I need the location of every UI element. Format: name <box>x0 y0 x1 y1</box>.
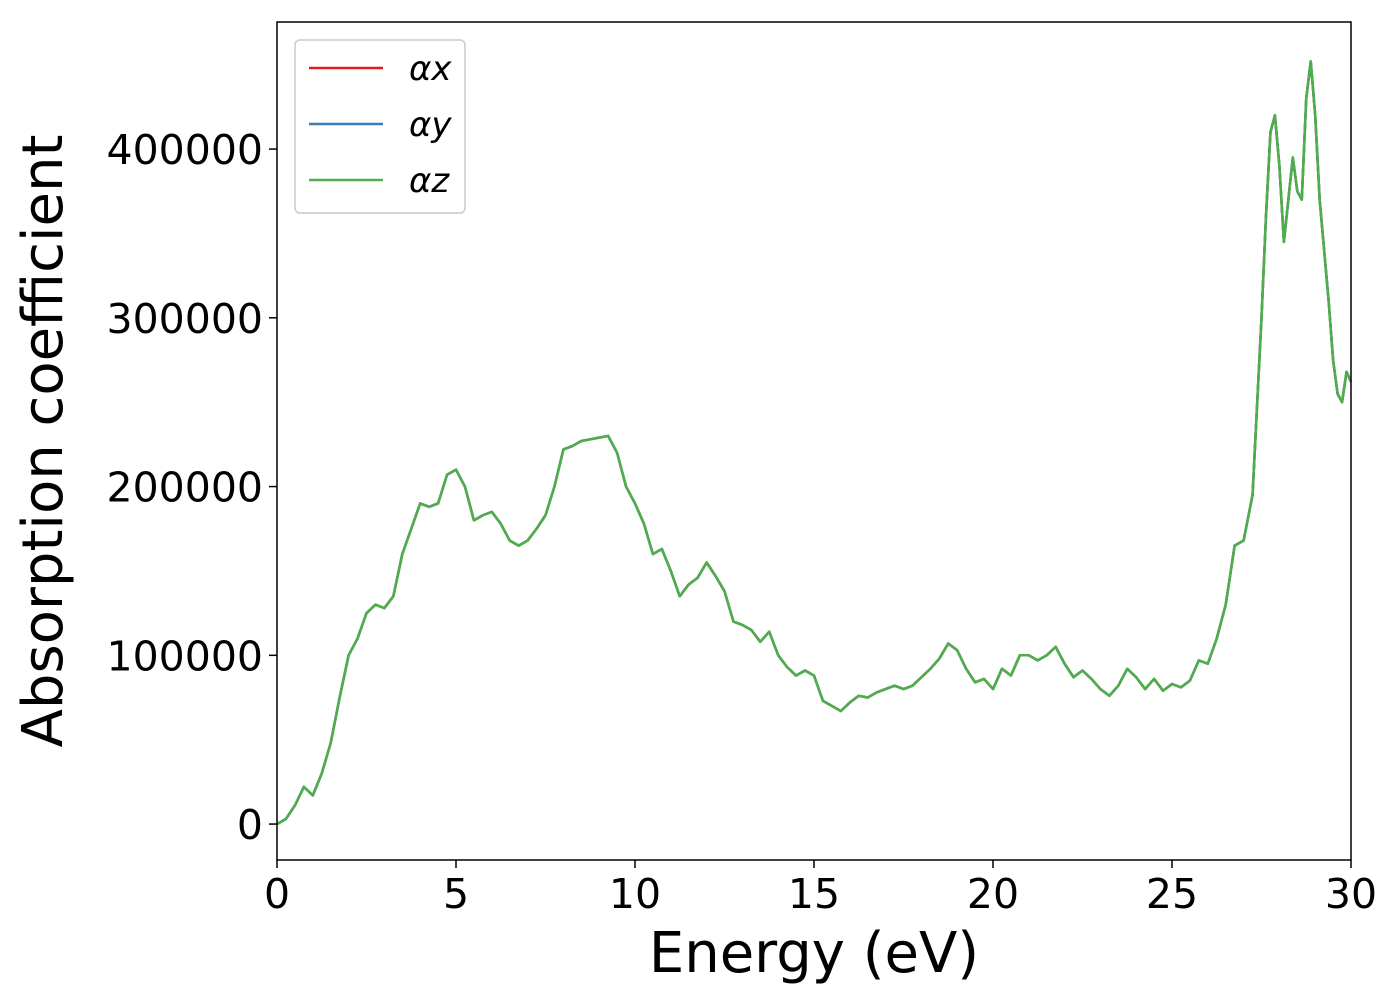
x-tick-label: 0 <box>264 870 290 918</box>
legend-label: αy <box>409 105 452 145</box>
line-series <box>276 60 1353 826</box>
y-tick-label: 300000 <box>106 295 263 343</box>
x-tick-label: 5 <box>443 870 469 918</box>
plot-frame <box>276 21 1352 861</box>
y-tick-label: 400000 <box>106 126 263 174</box>
x-tick-label: 25 <box>1146 870 1198 918</box>
legend-box <box>294 39 466 214</box>
y-axis-label: Absorption coefficient <box>11 135 76 748</box>
y-tick-label: 100000 <box>106 632 263 680</box>
x-tick-label: 20 <box>967 870 1019 918</box>
legend-label: αz <box>409 161 450 201</box>
y-tick-label: 0 <box>237 801 263 849</box>
legend-label: αx <box>409 49 452 89</box>
x-tick-label: 15 <box>788 870 840 918</box>
x-axis-label: Energy (eV) <box>649 921 979 986</box>
x-tick-label: 10 <box>609 870 661 918</box>
x-tick-label: 30 <box>1325 870 1377 918</box>
y-tick-label: 200000 <box>106 464 263 512</box>
